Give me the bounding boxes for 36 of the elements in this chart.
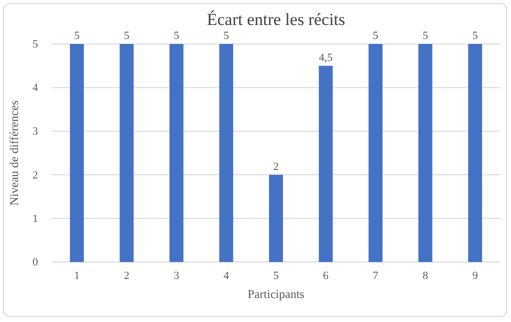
x-tick-label: 3 <box>174 270 180 282</box>
bar <box>169 44 184 262</box>
data-label: 5 <box>422 30 429 42</box>
bar <box>368 44 383 262</box>
x-tick-label: 9 <box>472 270 478 282</box>
x-tick-label: 7 <box>372 270 379 282</box>
bar <box>120 44 134 262</box>
data-label: 5 <box>372 30 379 42</box>
bar <box>418 44 432 262</box>
bar <box>468 44 482 262</box>
y-tick-label: 3 <box>32 126 38 138</box>
y-tick-label: 1 <box>32 212 38 225</box>
bar <box>219 44 234 262</box>
y-tick-label: 4 <box>32 82 38 94</box>
data-label: 2 <box>273 160 279 173</box>
x-axis-title: Participants <box>248 287 305 301</box>
chart-title: Écart entre les récits <box>206 10 346 29</box>
data-label: 4,5 <box>318 52 334 64</box>
y-tick-label: 2 <box>32 169 38 182</box>
x-tick-label: 8 <box>422 270 429 282</box>
data-label: 5 <box>174 30 180 42</box>
y-tick-label: 0 <box>32 256 38 269</box>
data-label: 5 <box>74 30 80 42</box>
x-tick-label: 2 <box>124 270 130 282</box>
x-tick-label: 6 <box>323 270 330 282</box>
data-label: 5 <box>223 30 230 42</box>
x-tick-label: 5 <box>273 270 280 282</box>
x-tick-label: 1 <box>74 270 80 282</box>
y-axis-title: Niveau de différences <box>7 100 21 206</box>
bar <box>269 174 283 262</box>
y-tick-label: 5 <box>32 38 38 51</box>
data-label: 5 <box>124 30 130 42</box>
bar <box>318 66 333 262</box>
bar <box>70 44 84 262</box>
x-tick-label: 4 <box>223 270 230 282</box>
data-label: 5 <box>472 30 478 42</box>
